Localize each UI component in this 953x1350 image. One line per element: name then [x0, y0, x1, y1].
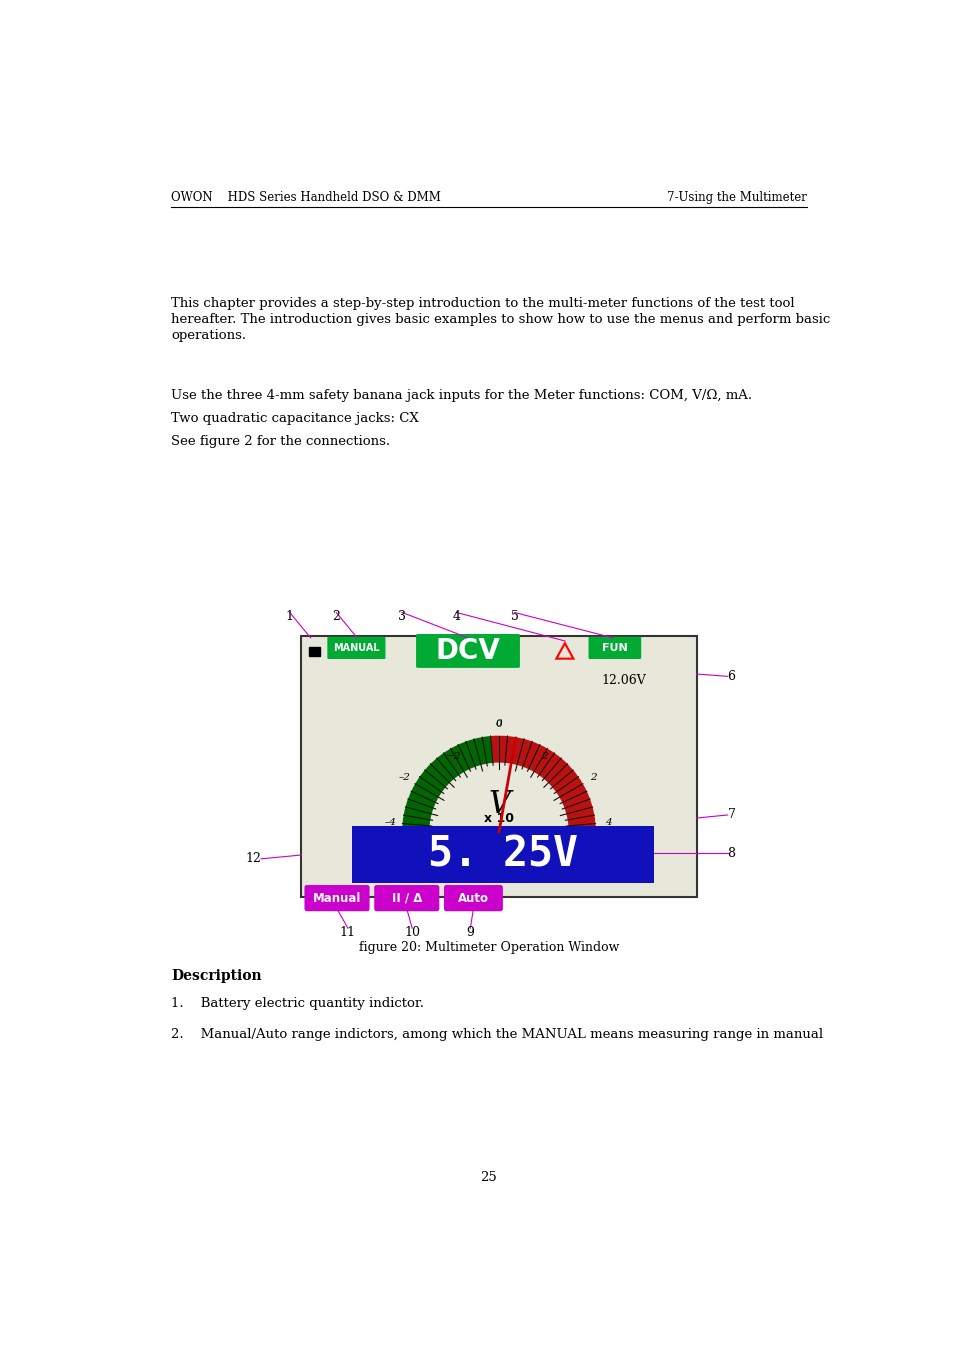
- Text: This chapter provides a step-by-step introduction to the multi-meter functions o: This chapter provides a step-by-step int…: [171, 297, 794, 309]
- FancyBboxPatch shape: [443, 886, 502, 911]
- Text: 2: 2: [540, 752, 547, 761]
- Text: −2: −2: [446, 752, 461, 761]
- Text: Two quadratic capacitance jacks: CX: Two quadratic capacitance jacks: CX: [171, 412, 418, 425]
- Text: 2: 2: [590, 774, 597, 782]
- Text: 6: 6: [727, 670, 735, 683]
- FancyBboxPatch shape: [301, 636, 696, 898]
- Text: x 10: x 10: [483, 811, 514, 825]
- Text: hereafter. The introduction gives basic examples to show how to use the menus an: hereafter. The introduction gives basic …: [171, 313, 829, 325]
- Text: 12: 12: [245, 852, 261, 865]
- Text: 2: 2: [332, 610, 340, 622]
- Text: 9: 9: [466, 926, 474, 938]
- Text: 1: 1: [286, 610, 294, 622]
- FancyBboxPatch shape: [588, 637, 640, 659]
- Text: 4: 4: [452, 610, 460, 622]
- FancyBboxPatch shape: [309, 647, 319, 656]
- Text: 12.06V: 12.06V: [601, 674, 645, 687]
- Text: MANUAL: MANUAL: [333, 643, 379, 653]
- Text: 25: 25: [480, 1170, 497, 1184]
- Text: –2: –2: [398, 774, 410, 782]
- Text: 0: 0: [496, 718, 502, 728]
- Text: FUN: FUN: [601, 643, 627, 653]
- Text: 5. 25V: 5. 25V: [428, 833, 578, 876]
- Text: 5: 5: [510, 610, 517, 622]
- Text: See figure 2 for the connections.: See figure 2 for the connections.: [171, 435, 390, 448]
- FancyBboxPatch shape: [352, 826, 654, 883]
- FancyBboxPatch shape: [374, 886, 439, 911]
- Text: Description: Description: [171, 969, 261, 983]
- Wedge shape: [402, 736, 493, 832]
- Text: Auto: Auto: [457, 891, 488, 904]
- Text: 7-Using the Multimeter: 7-Using the Multimeter: [666, 192, 806, 204]
- Text: 4: 4: [604, 818, 611, 828]
- Wedge shape: [490, 736, 596, 832]
- Text: 7: 7: [727, 809, 735, 821]
- Text: DCV: DCV: [436, 637, 500, 666]
- Text: II / Δ: II / Δ: [391, 891, 421, 904]
- Text: V: V: [488, 790, 510, 821]
- Text: 0: 0: [496, 721, 502, 729]
- Text: –4: –4: [384, 818, 395, 828]
- Text: 8: 8: [727, 846, 735, 860]
- FancyBboxPatch shape: [304, 886, 369, 911]
- Text: 3: 3: [397, 610, 406, 622]
- Text: 2.    Manual/Auto range indictors, among which the MANUAL means measuring range : 2. Manual/Auto range indictors, among wh…: [171, 1029, 822, 1041]
- Text: 1.    Battery electric quantity indictor.: 1. Battery electric quantity indictor.: [171, 998, 424, 1010]
- Text: figure 20: Multimeter Operation Window: figure 20: Multimeter Operation Window: [358, 941, 618, 954]
- FancyBboxPatch shape: [327, 637, 385, 659]
- Text: 10: 10: [404, 926, 419, 938]
- FancyBboxPatch shape: [416, 634, 519, 668]
- Text: 11: 11: [339, 926, 355, 938]
- Text: Manual: Manual: [313, 891, 361, 904]
- Text: Use the three 4-mm safety banana jack inputs for the Meter functions: COM, V/Ω, : Use the three 4-mm safety banana jack in…: [171, 389, 752, 402]
- Text: OWON    HDS Series Handheld DSO & DMM: OWON HDS Series Handheld DSO & DMM: [171, 192, 440, 204]
- Text: operations.: operations.: [171, 329, 246, 342]
